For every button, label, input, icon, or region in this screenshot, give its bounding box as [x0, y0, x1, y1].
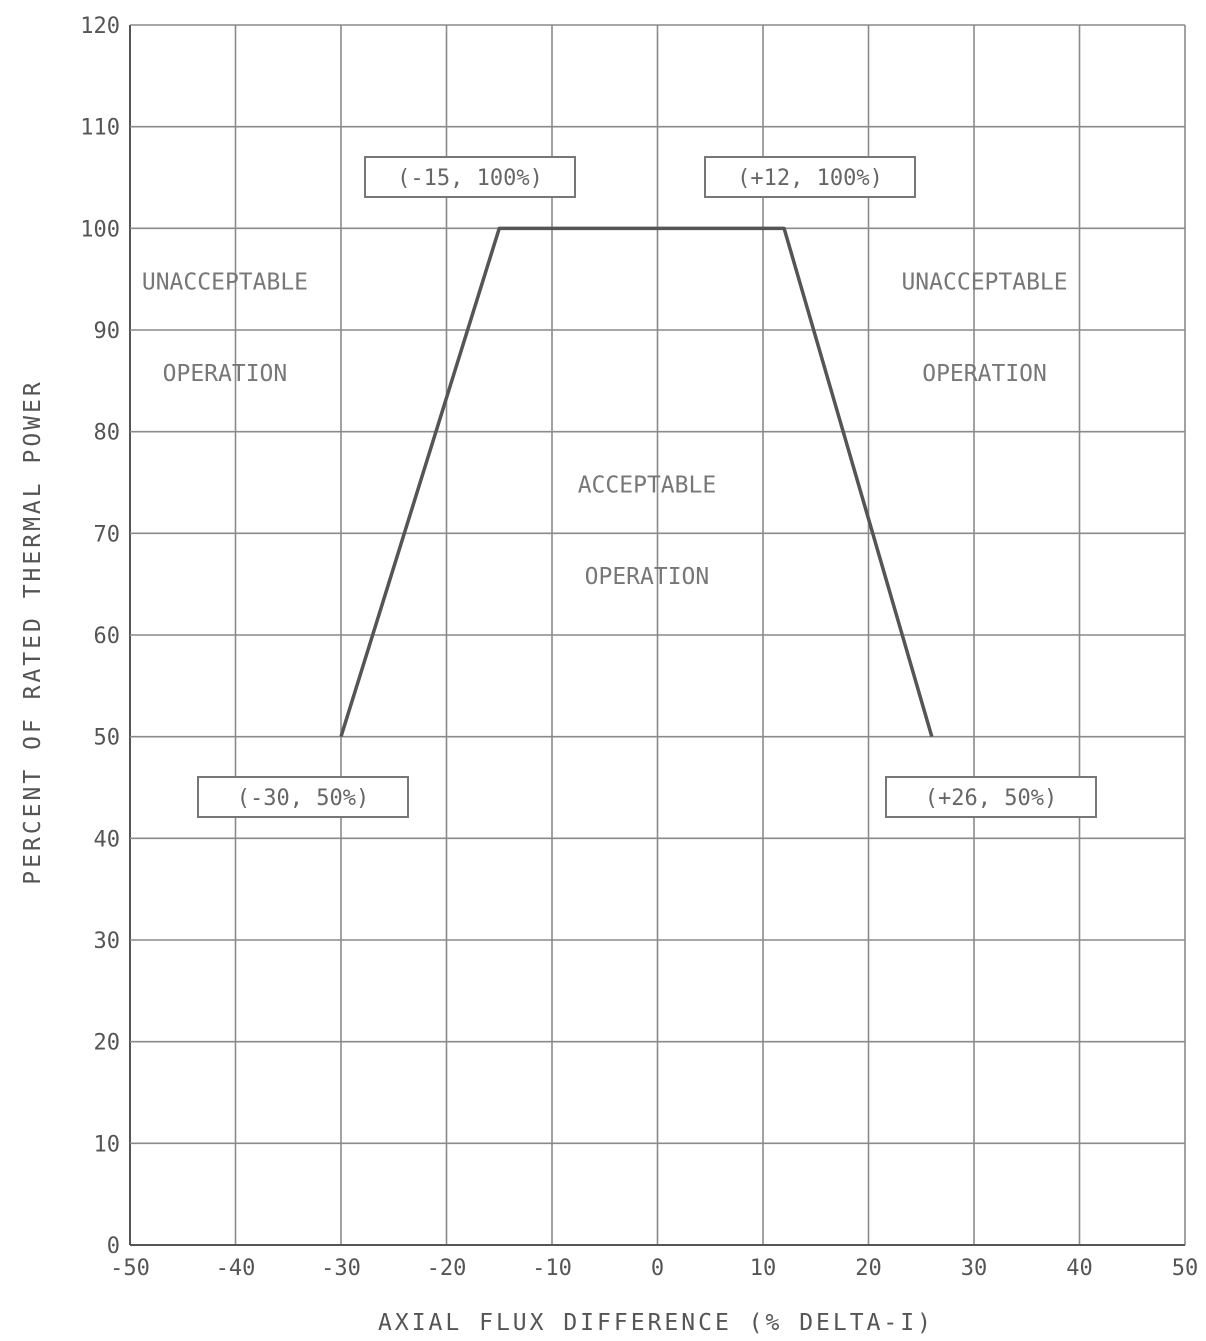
- point-labels: (-15, 100%) (+12, 100%) (-30, 50%) (+26, 50…: [197, 156, 1097, 818]
- x-tick-label: 30: [961, 1256, 988, 1281]
- point-label: (-30, 50%): [237, 786, 369, 811]
- point-label-box: [197, 776, 409, 818]
- x-tick-label: 20: [855, 1256, 882, 1281]
- region-label-right-operation: OPERATION: [922, 361, 1047, 387]
- x-tick-label: -20: [427, 1256, 467, 1281]
- x-tick-label: 0: [651, 1256, 664, 1281]
- y-tick-label: 110: [80, 116, 120, 141]
- x-tick-label: 40: [1066, 1256, 1093, 1281]
- y-tick-label: 120: [80, 14, 120, 39]
- y-tick-label: 0: [107, 1234, 120, 1259]
- y-tick-labels: 0 10 20 30 40 50 60 70 80 90 100 110 120: [80, 14, 120, 1259]
- y-tick-label: 100: [80, 217, 120, 242]
- y-tick-label: 20: [94, 1031, 121, 1056]
- region-label-left-operation: OPERATION: [163, 361, 288, 387]
- point-label: (+26, 50%): [925, 786, 1057, 811]
- region-label-left-unacceptable: UNACCEPTABLE: [142, 269, 308, 295]
- point-label-box: [885, 776, 1097, 818]
- x-tick-labels: -50 -40 -30 -20 -10 0 10 20 30 40 50: [110, 1256, 1198, 1281]
- region-label-acceptable-operation: OPERATION: [585, 564, 710, 590]
- y-axis-title: PERCENT OF RATED THERMAL POWER: [20, 379, 46, 884]
- series: [339, 226, 934, 738]
- x-axis-title: AXIAL FLUX DIFFERENCE (% DELTA-I): [378, 1310, 934, 1336]
- x-tick-label: -10: [532, 1256, 572, 1281]
- x-tick-label: -30: [321, 1256, 361, 1281]
- y-tick-label: 90: [94, 319, 121, 344]
- point-label: (+12, 100%): [737, 166, 883, 191]
- y-tick-label: 80: [94, 421, 121, 446]
- y-tick-label: 10: [94, 1132, 121, 1157]
- region-label-right-unacceptable: UNACCEPTABLE: [901, 269, 1067, 295]
- region-labels: UNACCEPTABLE OPERATION ACCEPTABLE OPERAT…: [142, 269, 1068, 590]
- y-tick-label: 50: [94, 726, 121, 751]
- region-label-acceptable: ACCEPTABLE: [578, 473, 716, 499]
- x-tick-label: 10: [750, 1256, 777, 1281]
- x-tick-label: -50: [110, 1256, 150, 1281]
- x-tick-label: 50: [1172, 1256, 1199, 1281]
- y-tick-label: 60: [94, 624, 121, 649]
- limit-line-series-0: [339, 226, 934, 738]
- point-label: (-15, 100%): [397, 166, 543, 191]
- y-tick-label: 30: [94, 929, 121, 954]
- point-label-box: [704, 156, 916, 198]
- point-label-box: [364, 156, 576, 198]
- x-tick-label: -40: [216, 1256, 256, 1281]
- grid: [129, 24, 1186, 1246]
- y-tick-label: 70: [94, 522, 121, 547]
- y-tick-label: 40: [94, 827, 121, 852]
